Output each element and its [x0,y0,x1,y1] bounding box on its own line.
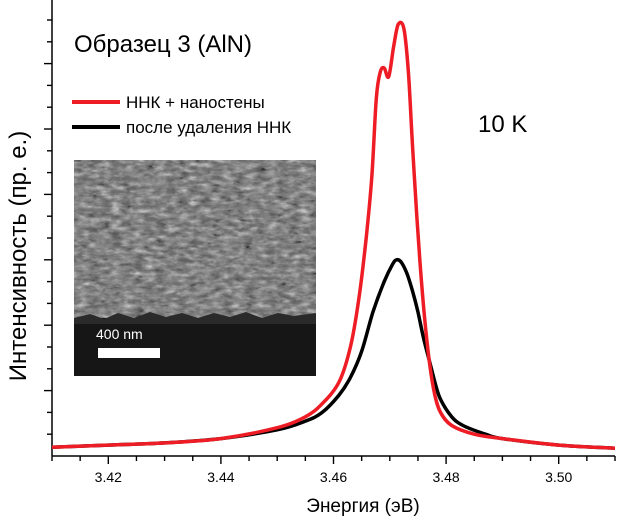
x-ticks: 3.42 3.44 3.46 3.48 3.50 [51,456,616,485]
sem-substrate [74,318,316,376]
x-tick-label: 3.46 [320,469,347,485]
y-ticks [44,19,52,435]
legend-label-0: ННК + наностены [126,93,265,112]
scale-bar-label: 400 nm [96,326,143,342]
series-line-red [52,20,615,450]
series-line-black [52,257,615,450]
x-tick-label: 3.48 [432,469,459,485]
chart-title: Образец 3 (AlN) [74,31,252,58]
x-tick-label: 3.44 [207,469,234,485]
x-tick-label: 3.42 [95,469,122,485]
x-tick-label: 3.50 [545,469,572,485]
x-axis-label: Энергия (эВ) [306,496,419,517]
y-axis-label: Интенсивность (пр. е.) [5,131,32,381]
scale-bar [98,348,160,358]
legend-label-1: после удаления ННК [126,118,291,137]
temperature-annotation: 10 K [478,111,527,138]
series-layer [52,20,615,450]
sem-image-texture [74,160,316,320]
sem-inset: 400 nm [74,160,316,376]
sem-edge [74,312,316,324]
legend: ННК + наностены после удаления ННК [72,93,291,137]
